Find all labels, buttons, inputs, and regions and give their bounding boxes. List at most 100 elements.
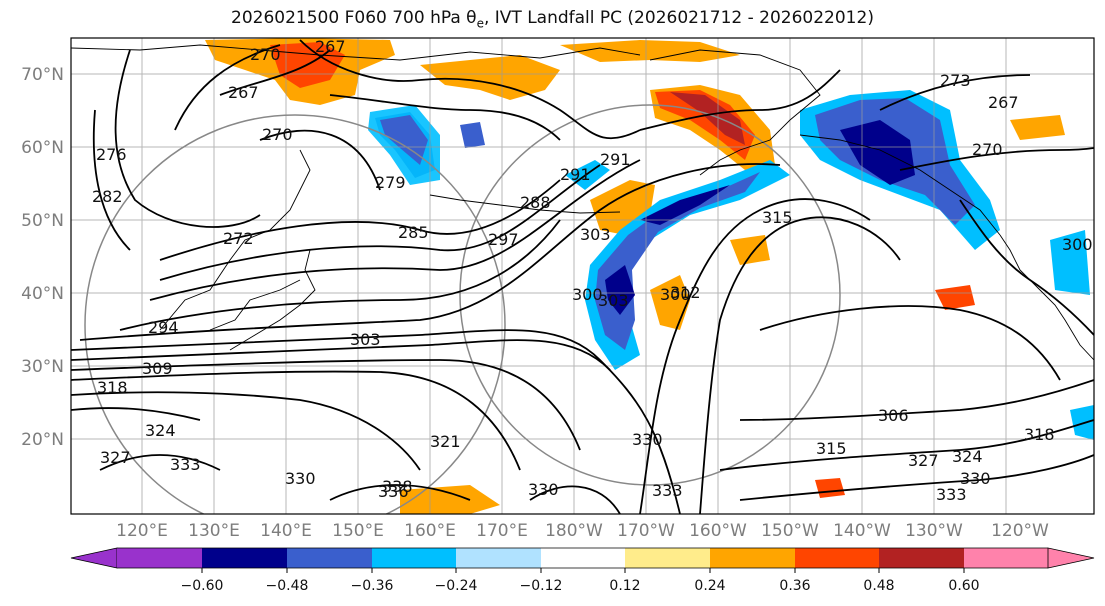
colorbar-swatch bbox=[287, 548, 372, 568]
colorbar-tick-label: −0.24 bbox=[435, 578, 478, 594]
contour-label: 291 bbox=[600, 150, 631, 169]
shade-negative-band-core bbox=[640, 185, 730, 225]
colorbar-swatch bbox=[456, 548, 541, 568]
longitude-labels: 120°E 130°E 140°E 150°E 160°E 170°E 180°… bbox=[116, 521, 1049, 541]
contour-label: 300 bbox=[660, 285, 691, 304]
contour-324 bbox=[719, 419, 1094, 471]
contour-label: 285 bbox=[398, 223, 429, 242]
contour-label: 270 bbox=[250, 45, 281, 64]
triangle-left-icon bbox=[70, 547, 118, 569]
colorbar-swatch bbox=[541, 548, 625, 568]
colorbar-swatch bbox=[625, 548, 710, 568]
contour-312 bbox=[639, 198, 871, 514]
contour-297 bbox=[79, 163, 781, 341]
shade-positive-alaska-darkred bbox=[670, 92, 745, 145]
contour-330 bbox=[739, 454, 1094, 501]
contour-label: 300 bbox=[1062, 235, 1093, 254]
colorbar-tick-label: −0.48 bbox=[266, 578, 309, 594]
contour-279 bbox=[259, 129, 381, 191]
lat-label-20n: 20°N bbox=[21, 430, 64, 450]
contour-label: 327 bbox=[908, 451, 939, 470]
colorbar-tick-label: 0.24 bbox=[694, 578, 725, 594]
contour-273a bbox=[114, 49, 261, 228]
contour-label: 272 bbox=[223, 229, 254, 248]
contour-label-layer: 267 267 270 270 273 267 276 282 279 285 … bbox=[92, 37, 1093, 504]
colorbar-swatch bbox=[795, 548, 879, 568]
coast-japan bbox=[229, 249, 316, 351]
contour-291 bbox=[149, 159, 641, 301]
contour-a2 bbox=[639, 69, 841, 131]
colorbar-swatch bbox=[372, 548, 456, 568]
contour-303 bbox=[71, 339, 611, 371]
lon-label-120e: 120°E bbox=[116, 521, 168, 541]
contour-label: 303 bbox=[350, 330, 381, 349]
colorbar-swatch bbox=[202, 548, 287, 568]
contour-label: 318 bbox=[97, 378, 128, 397]
colorbar-tick-label: 0.60 bbox=[948, 578, 979, 594]
range-circles bbox=[84, 104, 841, 514]
shade-positive-siberia-light bbox=[560, 40, 740, 62]
shade-positive-pnw bbox=[935, 285, 975, 310]
contour-a4 bbox=[959, 199, 1094, 336]
contour-label: 321 bbox=[430, 432, 461, 451]
contour-label: 267 bbox=[315, 37, 346, 56]
coastlines bbox=[71, 44, 1094, 361]
lat-label-30n: 30°N bbox=[21, 357, 64, 377]
contour-a6 bbox=[99, 454, 221, 471]
contour-306c bbox=[739, 379, 1094, 421]
shade-negative-gulf-core bbox=[840, 120, 915, 185]
contour-label: 333 bbox=[170, 455, 201, 474]
contour-273b bbox=[879, 74, 1031, 111]
lon-label-140e: 140°E bbox=[260, 521, 312, 541]
lon-label-130e: 130°E bbox=[188, 521, 240, 541]
contour-label: 279 bbox=[375, 173, 406, 192]
lon-label-140w: 140°W bbox=[833, 521, 891, 541]
lon-label-180w: 180°W bbox=[545, 521, 603, 541]
contour-285 bbox=[159, 179, 561, 261]
shade-positive-pnw2 bbox=[1010, 115, 1065, 140]
contour-label: 330 bbox=[960, 469, 991, 488]
contour-300 bbox=[71, 329, 681, 514]
contour-label: 270 bbox=[262, 125, 293, 144]
contour-label: 282 bbox=[92, 187, 123, 206]
colorbar-tick-label: 0.48 bbox=[863, 578, 894, 594]
contour-270a bbox=[174, 44, 281, 131]
contour-label: 303 bbox=[580, 225, 611, 244]
contour-a5 bbox=[71, 407, 201, 421]
colorbar-tick-label: 0.36 bbox=[779, 578, 810, 594]
contour-a3 bbox=[329, 94, 561, 141]
contour-label: 315 bbox=[816, 439, 847, 458]
contour-label: 309 bbox=[142, 359, 173, 378]
contour-276 bbox=[92, 109, 131, 251]
lon-label-170e: 170°E bbox=[476, 521, 528, 541]
lat-label-70n: 70°N bbox=[21, 65, 64, 85]
contour-label: 312 bbox=[670, 283, 701, 302]
contour-label: 288 bbox=[520, 193, 551, 212]
contour-label: 267 bbox=[228, 83, 259, 102]
contour-309 bbox=[71, 370, 521, 471]
contour-270b bbox=[899, 147, 1094, 171]
contour-label: 315 bbox=[762, 208, 793, 227]
contour-label: 330 bbox=[528, 480, 559, 499]
colorbar-tick-label: 0.12 bbox=[609, 578, 640, 594]
contour-label: 303 bbox=[598, 291, 629, 310]
title-subscript: e bbox=[476, 16, 484, 31]
contour-label: 306 bbox=[878, 406, 909, 425]
colorbar-swatch bbox=[710, 548, 795, 568]
contour-label: 270 bbox=[972, 140, 1003, 159]
lon-label-170w: 170°W bbox=[617, 521, 675, 541]
colorbar-swatch bbox=[117, 548, 202, 568]
shade-negative-small4 bbox=[1070, 405, 1094, 440]
shade-negative-small1 bbox=[1050, 230, 1090, 295]
contour-306b bbox=[759, 305, 1061, 381]
contour-label: 330 bbox=[632, 430, 663, 449]
contour-label: 333 bbox=[936, 485, 967, 504]
colorbar-swatch bbox=[964, 548, 1048, 568]
title-suffix: , IVT Landfall PC (2026021712 - 20260220… bbox=[483, 8, 874, 28]
contour-label: 300 bbox=[572, 285, 603, 304]
lon-label-160e: 160°E bbox=[404, 521, 456, 541]
colorbar-ticks bbox=[201, 568, 965, 573]
lon-label-150w: 150°W bbox=[761, 521, 819, 541]
figure-title: 2026021500 F060 700 hPa θe, IVT Landfall… bbox=[0, 8, 1105, 30]
